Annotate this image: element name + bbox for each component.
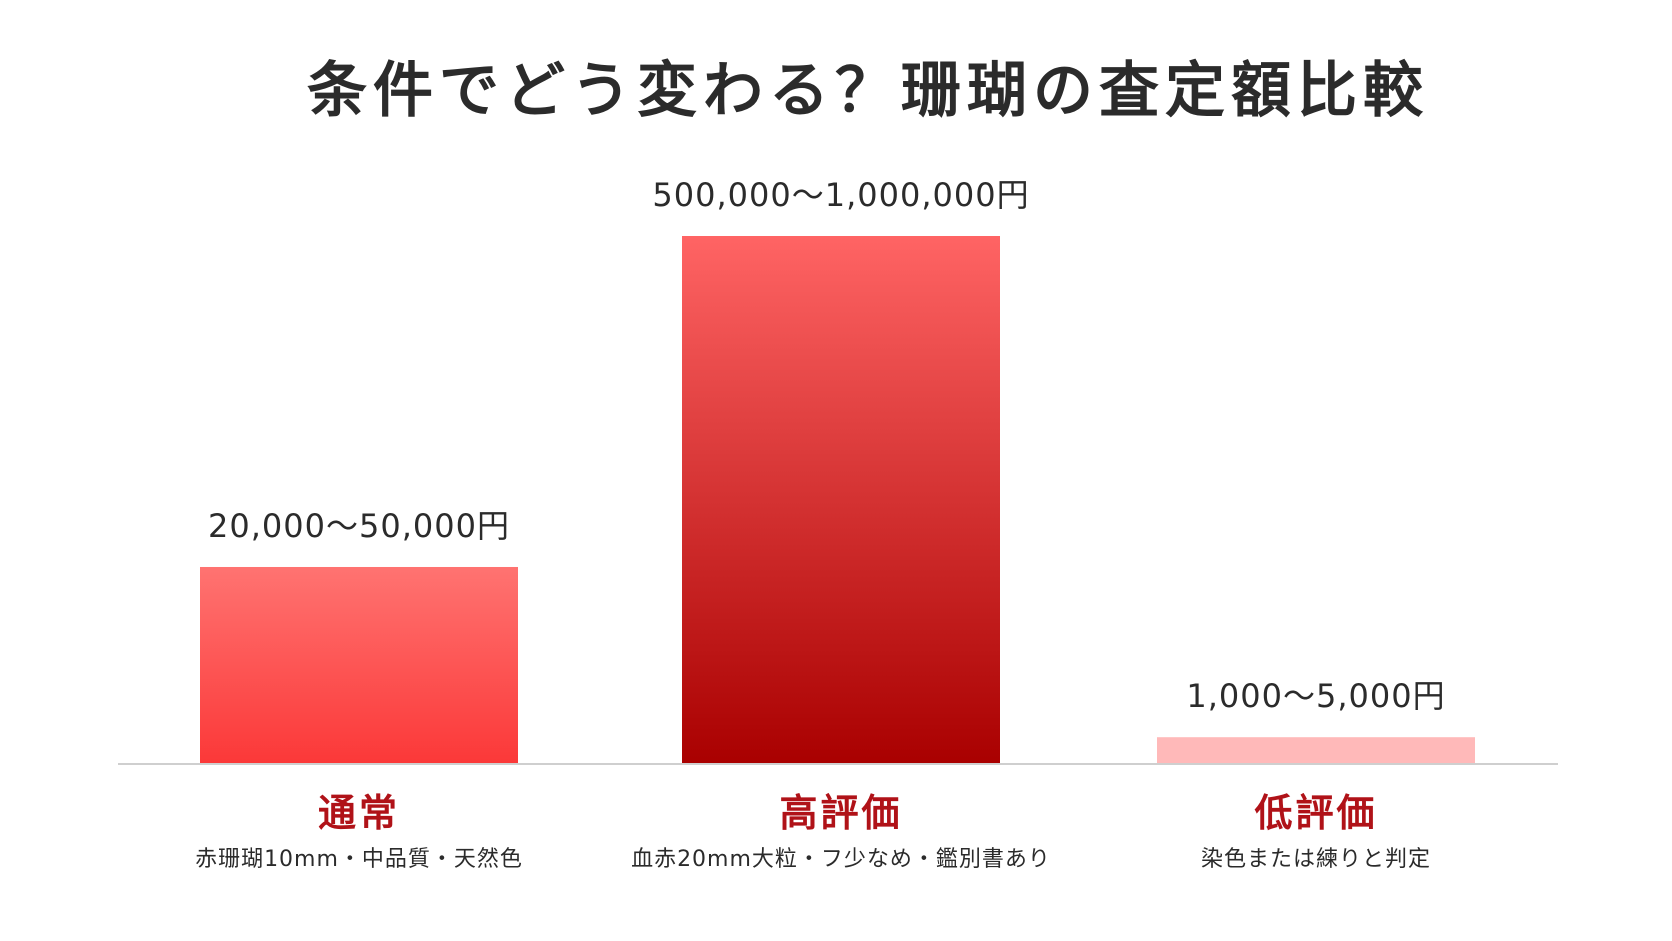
category-label-normal: 通常	[318, 790, 400, 835]
value-label-normal: 20,000〜50,000円	[208, 507, 510, 545]
bar-low	[1157, 737, 1475, 764]
category-label-high: 高評価	[779, 790, 902, 835]
chart-title: 条件でどう変わる？珊瑚の査定額比較	[307, 56, 1429, 126]
category-description-high: 血赤20mm大粒・フ少なめ・鑑別書あり	[631, 847, 1051, 872]
value-label-low: 1,000〜5,000円	[1186, 677, 1445, 715]
value-label-high: 500,000〜1,000,000円	[652, 176, 1029, 214]
category-label-low: 低評価	[1254, 790, 1377, 835]
bar-normal	[200, 566, 518, 764]
bar-high	[682, 236, 1000, 764]
category-description-normal: 赤珊瑚10mm・中品質・天然色	[195, 847, 523, 872]
category-description-low: 染色または練りと判定	[1201, 847, 1431, 872]
